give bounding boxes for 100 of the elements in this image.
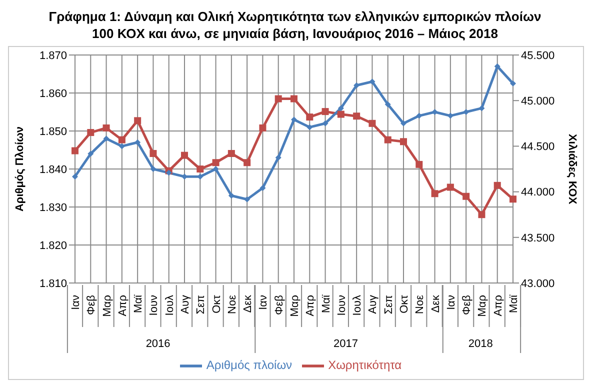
point [259, 124, 266, 132]
point [150, 166, 156, 172]
x-tick-label: Οκτ [398, 294, 410, 314]
point [103, 136, 110, 142]
x-tick-label: Μαϊ [508, 294, 520, 313]
x-tick-label: Φεβ [86, 295, 98, 316]
point [368, 120, 376, 127]
point [212, 166, 219, 172]
text: 2017 [334, 338, 358, 350]
point [134, 139, 141, 146]
y-tick-label: 1.840 [39, 164, 67, 176]
y-tick-label: 1.870 [39, 50, 67, 62]
point [337, 110, 344, 118]
point [118, 143, 125, 150]
x-tick-label: Ιουν [148, 294, 160, 316]
point [510, 196, 516, 203]
point [274, 95, 282, 102]
point [416, 112, 422, 119]
x-tick-label: Ιουλ [352, 294, 364, 316]
y-tick-label: 1.820 [39, 240, 67, 252]
point [353, 112, 360, 120]
y-tick-label: 1.850 [39, 126, 67, 138]
point [212, 159, 220, 166]
point [244, 159, 251, 166]
point [290, 95, 298, 102]
x-tick-label: Φεβ [461, 295, 474, 316]
x-tick-label: Αυγ [367, 294, 380, 314]
point [134, 117, 142, 124]
x-tick-label: Φεβ [273, 295, 286, 316]
point [369, 78, 376, 85]
x-tick-label: Νοε [414, 294, 426, 314]
point [118, 136, 126, 144]
point [87, 129, 94, 136]
y-tick-label: 1.810 [39, 278, 67, 290]
point [196, 166, 204, 172]
point [432, 109, 438, 115]
point [400, 120, 406, 126]
x-tick-label: Ιουν [336, 294, 348, 316]
point [72, 147, 78, 154]
x-tick-label: Δεκ [242, 294, 254, 313]
point [244, 196, 250, 202]
point [228, 150, 235, 157]
point [338, 105, 344, 112]
text: 2016 [146, 338, 170, 350]
point [478, 211, 486, 218]
legend-label: Χωρητικότητα [328, 358, 402, 372]
point [181, 152, 188, 159]
point [228, 192, 234, 199]
x-tick-label: Απρ [116, 295, 129, 316]
point [260, 185, 266, 191]
point [446, 184, 454, 191]
point [306, 114, 314, 121]
point [384, 136, 392, 144]
chart-title: Γράφημα 1: Δύναμη και Ολική Χωρητικότητα των ελληνικών εμπορικών πλοίων 100 ΚΟΧ και άνω, σε μηνιαία βάση, Ιανουάριος 2016 – Μάιος 2018 [48, 8, 542, 42]
x-tick-label: Ιαν [70, 294, 82, 310]
y2-tick-label: 43.500 [521, 232, 555, 244]
x-tick-label: Μαρ [101, 295, 114, 317]
point [322, 120, 328, 126]
legend-label: Αριθμός πλοίων [206, 358, 292, 372]
point [166, 170, 172, 176]
y2-axis-title: Χιλιάδες ΚΟΧ [566, 134, 578, 205]
point [416, 160, 423, 168]
text: 2018 [468, 338, 493, 350]
point [102, 124, 110, 132]
y-tick-label: 1.830 [39, 202, 67, 214]
y2-tick-label: 44.500 [521, 141, 555, 154]
x-tick-label: Αυγ [180, 294, 192, 314]
x-tick-label: Νοε [226, 294, 238, 314]
point [322, 108, 329, 116]
y-tick-label: 1.860 [39, 88, 67, 100]
x-tick-label: Οκτ [210, 294, 223, 314]
point [306, 124, 313, 130]
x-tick-label: Απρ [492, 295, 504, 316]
point [494, 63, 500, 70]
x-tick-label: Μαϊ [320, 294, 332, 313]
y2-tick-label: 45.000 [521, 96, 555, 108]
x-tick-label: Ιουλ [164, 294, 176, 316]
x-tick-label: Μαρ [289, 295, 301, 317]
point [478, 105, 485, 112]
y-axis-title: Αριθμός Πλοίων [14, 126, 26, 212]
point [88, 150, 94, 157]
x-tick-label: Σεπ [195, 294, 208, 314]
point [275, 154, 282, 161]
point [510, 80, 516, 86]
point [494, 182, 501, 189]
point [291, 116, 297, 123]
x-tick-label: Ιαν [445, 294, 458, 310]
point [150, 150, 157, 157]
point [72, 174, 78, 180]
point [462, 192, 470, 200]
point [384, 101, 391, 108]
x-tick-label: Απρ [304, 295, 317, 316]
x-tick-label: Μαϊ [132, 294, 145, 313]
y2-tick-label: 43.000 [521, 278, 555, 290]
x-tick-label: Δεκ [430, 294, 442, 313]
y2-tick-label: 44.000 [521, 186, 555, 199]
x-tick-label: Ιαν [258, 294, 270, 310]
y2-tick-label: 45.500 [521, 50, 555, 62]
point [431, 190, 438, 198]
point [400, 138, 407, 146]
